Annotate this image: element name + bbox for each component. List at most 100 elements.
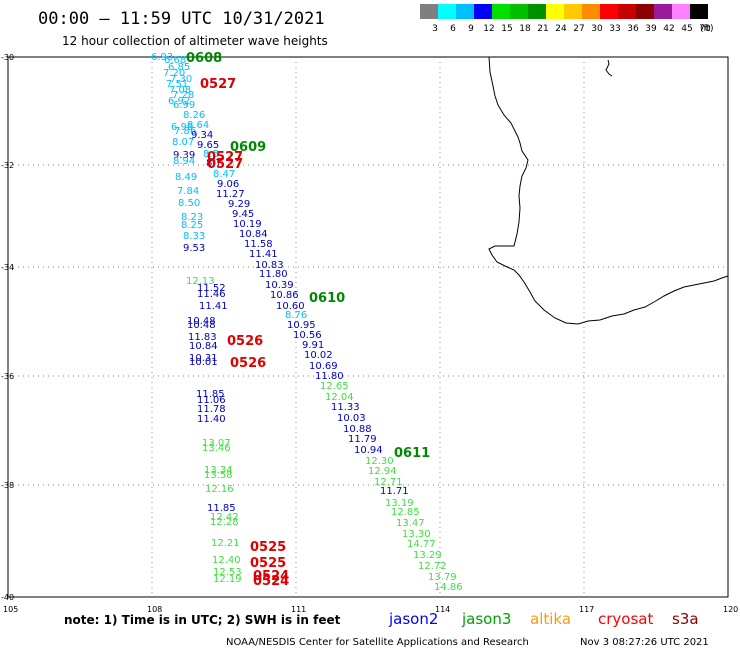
- swh-value: 7.08: [169, 85, 191, 96]
- legend-label: 36: [627, 24, 639, 34]
- swh-value: 9.53: [183, 243, 205, 254]
- swh-value: 11.85: [196, 389, 225, 400]
- swh-value: 12.13: [186, 276, 215, 287]
- lon-tick: 111: [291, 605, 306, 614]
- swh-value: 11.41: [199, 301, 228, 312]
- swh-value: 6.99: [173, 100, 195, 111]
- swh-value: 13.29: [413, 550, 442, 561]
- legend-label: 6: [450, 24, 456, 34]
- swh-value: 11.06: [197, 395, 226, 406]
- legend-swatch: [474, 4, 492, 19]
- swh-value: 12.30: [365, 456, 394, 467]
- pass-time-label: 0525: [250, 556, 286, 571]
- swh-value: 10.39: [265, 280, 294, 291]
- swh-value: 8.25: [181, 220, 203, 231]
- swh-value: 13.34: [204, 465, 233, 476]
- legend-swatch: [492, 4, 510, 19]
- pass-times: 0608052706090527052706100526052606110525…: [186, 51, 430, 589]
- satellite-cryosat: cryosat: [598, 610, 653, 628]
- swh-value: 6.93: [151, 52, 173, 63]
- swh-value: 14.86: [434, 582, 463, 593]
- pass-time-label: 0527: [200, 77, 236, 92]
- swh-value: 10.56: [293, 330, 322, 341]
- legend-label: 21: [537, 24, 548, 34]
- lat-tick: -38: [1, 481, 14, 490]
- legend-unit: (ft): [700, 24, 714, 34]
- footer-timestamp: Nov 3 08:27:26 UTC 2021: [580, 637, 709, 648]
- lon-tick: 120: [723, 605, 738, 614]
- swh-value: 11.40: [197, 414, 226, 425]
- swh-value: 8.07: [172, 137, 194, 148]
- legend-label: 15: [501, 24, 512, 34]
- swh-value: 12.04: [325, 392, 354, 403]
- legend-swatch: [690, 4, 708, 19]
- swh-value: 12.94: [368, 466, 397, 477]
- pass-time-label: 0608: [186, 51, 222, 66]
- swh-value: 11.41: [249, 249, 278, 260]
- swh-value: 9.06: [217, 179, 239, 190]
- swh-value: 11.27: [216, 189, 245, 200]
- swh-value: 12.85: [391, 507, 420, 518]
- lon-tick: 117: [579, 605, 594, 614]
- pass-time-label: 0524: [253, 574, 289, 589]
- swh-value: 12.16: [205, 484, 234, 495]
- legend-swatch: [420, 4, 438, 19]
- swh-value: 10.03: [337, 413, 366, 424]
- swh-value: 11.46: [197, 289, 226, 300]
- swh-value: 6.98: [171, 122, 193, 133]
- swh-value: 13.30: [402, 529, 431, 540]
- lon-tick: 108: [147, 605, 162, 614]
- swh-value: 11.80: [259, 269, 288, 280]
- swh-value: 10.94: [354, 445, 383, 456]
- swh-value: 12.72: [418, 561, 447, 572]
- legend-label: 33: [609, 24, 620, 34]
- swh-value: 12.21: [211, 538, 240, 549]
- satellite-s3a: s3a: [672, 610, 699, 628]
- lat-tick: -40: [1, 593, 14, 602]
- swh-value: 11.83: [188, 332, 217, 343]
- swh-readings: 6.936.686.857.207.307.517.087.286.926.99…: [151, 52, 463, 593]
- swh-value: 7.30: [170, 74, 192, 85]
- legend-swatch: [438, 4, 456, 19]
- swh-value: 12.40: [212, 555, 241, 566]
- legend-label: 3: [432, 24, 438, 34]
- lon-tick: 105: [3, 605, 18, 614]
- legend-label: 12: [483, 24, 494, 34]
- swh-value: 12.53: [213, 567, 242, 578]
- legend-label: 42: [663, 24, 674, 34]
- lat-tick: -30: [1, 53, 14, 62]
- legend-label: 9: [468, 24, 474, 34]
- swh-value: 12.42: [210, 512, 239, 523]
- swh-value: 10.95: [287, 320, 316, 331]
- swh-value: 8.5: [203, 149, 219, 160]
- legend-swatch: [654, 4, 672, 19]
- pass-time-label: 0527: [207, 157, 243, 172]
- swh-value: 10.86: [270, 290, 299, 301]
- swh-value: 12.28: [210, 517, 239, 528]
- legend-swatch: [456, 4, 474, 19]
- swh-value: 7.84: [177, 186, 199, 197]
- pass-time-label: 0527: [207, 150, 243, 165]
- swh-value: 13.79: [428, 572, 457, 583]
- swh-value: 11.33: [331, 402, 360, 413]
- swh-value: 10.84: [189, 341, 218, 352]
- swh-value: 8.23: [181, 212, 203, 223]
- swh-value: 7.20: [163, 68, 185, 79]
- pass-time-label: 0611: [394, 446, 430, 461]
- swh-value: 10.48: [187, 320, 216, 331]
- swh-value: 10.88: [343, 424, 372, 435]
- swh-value: 8.33: [183, 231, 205, 242]
- legend-label: 18: [519, 24, 531, 34]
- wave-height-legend: 3 6 9 12 15 18 21 24 27 30 33 36 39 42 45 70(ft): [420, 4, 714, 34]
- swh-value: 9.65: [197, 140, 219, 151]
- lat-tick: -36: [1, 372, 14, 381]
- swh-value: 8.26: [183, 110, 205, 121]
- swh-value: 6.68: [164, 55, 186, 66]
- swh-value: 12.71: [374, 477, 403, 488]
- lon-tick: 114: [435, 605, 450, 614]
- legend-swatch: [582, 4, 600, 19]
- map-frame: [7, 56, 729, 598]
- swh-value: 11.58: [244, 239, 273, 250]
- pass-time-label: 0610: [309, 291, 345, 306]
- legend-label: 24: [555, 24, 567, 34]
